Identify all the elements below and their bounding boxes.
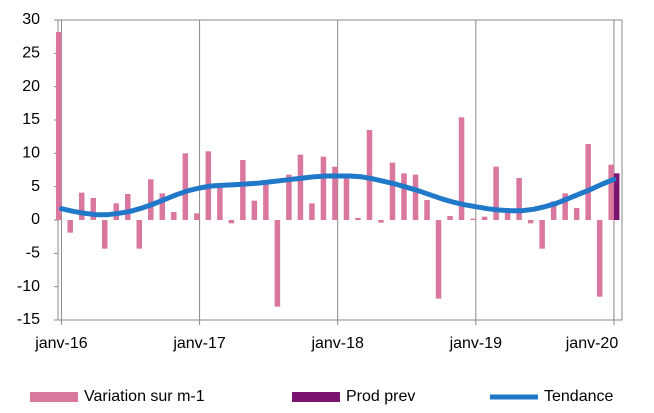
bar: [78, 192, 85, 220]
bar: [194, 213, 200, 220]
bar: [251, 200, 258, 220]
y-tick-label: 0: [31, 211, 40, 228]
bar: [527, 220, 534, 224]
bar: [493, 166, 499, 220]
bar: [171, 212, 177, 220]
y-tick-label: -5: [26, 245, 40, 262]
legend-label: Tendance: [544, 388, 613, 405]
bar: [182, 153, 189, 220]
bar: [504, 211, 511, 220]
x-tick-label: janv-19: [449, 335, 503, 352]
bar: [136, 220, 143, 249]
legend-label: Variation sur m-1: [84, 388, 205, 405]
bar: [297, 154, 304, 220]
bar: [378, 220, 384, 223]
bar: [240, 160, 246, 220]
bar: [148, 179, 154, 220]
bar: [608, 164, 614, 220]
bar: [412, 174, 419, 220]
bar: [90, 198, 96, 220]
bar: [613, 173, 620, 220]
bar: [228, 220, 235, 224]
bar: [573, 208, 580, 220]
bar: [366, 130, 373, 220]
trend-line: [59, 173, 617, 218]
bar: [596, 220, 603, 297]
bar: [424, 200, 430, 220]
bar: [55, 32, 62, 220]
bar: [458, 117, 465, 220]
x-tick-label: janv-20: [565, 335, 619, 352]
bar: [286, 174, 292, 220]
bar: [447, 216, 453, 220]
y-tick-label: 10: [22, 145, 40, 162]
bar: [125, 194, 131, 220]
bar: [401, 173, 407, 220]
bar: [550, 201, 557, 220]
bar: [332, 166, 338, 220]
bar: [355, 218, 361, 220]
bar: [435, 220, 442, 299]
bar: [274, 220, 281, 307]
y-tick-label: 15: [22, 111, 40, 128]
y-tick-label: -15: [17, 311, 40, 328]
y-tick-label: 5: [31, 178, 40, 195]
bar: [159, 193, 166, 220]
y-tick-label: 30: [22, 11, 40, 28]
bar: [320, 156, 327, 220]
bar: [562, 193, 568, 220]
bar: [343, 176, 350, 220]
bar: [263, 183, 269, 220]
bar: [67, 220, 73, 233]
bar: [389, 162, 396, 220]
x-tick-label: janv-18: [310, 335, 364, 352]
legend-label: Prod prev: [346, 388, 415, 405]
legend-swatch: [30, 392, 78, 402]
bar: [309, 203, 315, 220]
y-tick-label: 20: [22, 78, 40, 95]
bar: [101, 220, 108, 249]
bar: [470, 218, 476, 220]
x-tick-label: janv-16: [34, 335, 88, 352]
legend-swatch: [292, 392, 340, 402]
bar: [539, 220, 545, 249]
plot-frame: [57, 19, 623, 321]
y-tick-label: -10: [17, 278, 40, 295]
bar: [516, 178, 522, 220]
x-tick-label: janv-17: [172, 335, 226, 352]
y-tick-label: 25: [22, 45, 40, 62]
bar: [481, 216, 488, 220]
bar: [217, 186, 223, 220]
bar: [585, 144, 591, 220]
